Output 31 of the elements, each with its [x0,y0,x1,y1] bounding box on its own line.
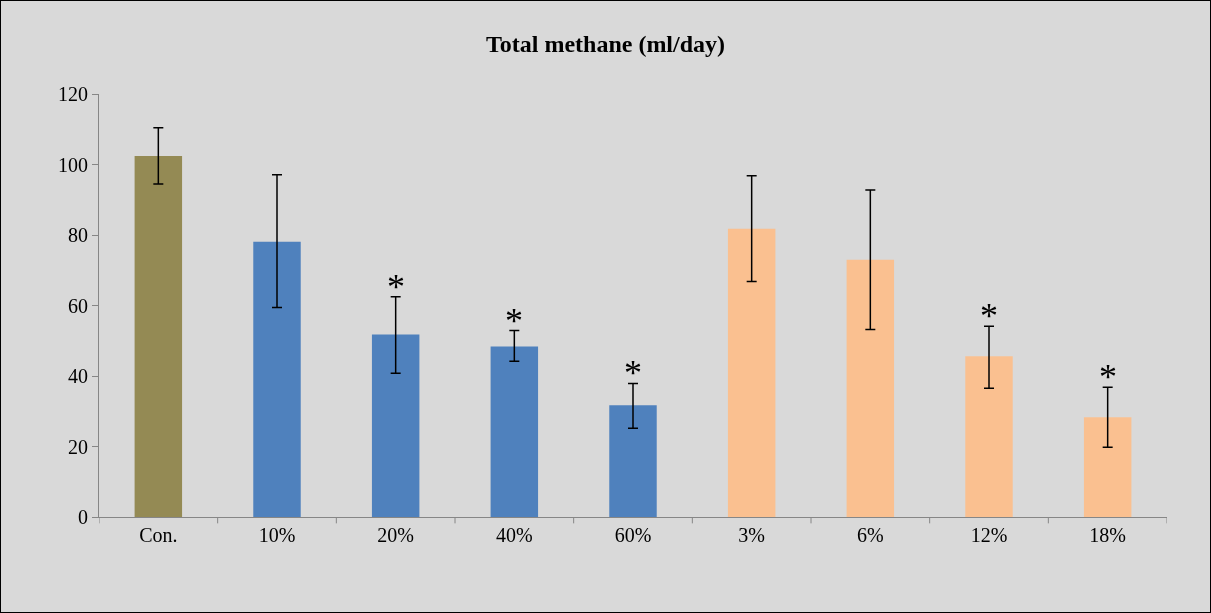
y-tick-label: 80 [68,224,88,246]
annotation: * [624,353,642,393]
annotation: * [1099,357,1117,397]
bar [490,346,539,517]
x-tick-label: 60% [614,524,652,546]
chart-title: Total methane (ml/day) [485,31,726,58]
y-tick-label: 60 [68,294,88,317]
y-tick-label: 120 [58,83,88,105]
annotation: * [980,296,998,336]
x-tick-label: 3% [738,524,766,546]
bar [609,405,657,517]
bar [371,334,420,517]
bar [1083,417,1132,517]
x-tick-label: Con. [139,524,178,546]
bar [134,156,183,517]
y-tick-label: 40 [68,365,88,387]
y-tick-label: 20 [68,435,88,458]
annotation: * [505,301,523,341]
bar [727,228,776,517]
x-tick-label: 12% [970,524,1008,546]
bar [846,259,895,517]
bar [965,356,1013,517]
x-tick-label: 10% [258,524,296,546]
x-tick-label: 6% [856,524,884,546]
x-tick-label: 20% [377,524,415,546]
y-tick-label: 100 [58,153,88,176]
annotation: * [387,267,405,307]
x-tick-label: 18% [1089,524,1127,546]
y-tick-label: 0 [78,506,88,528]
bar [253,241,301,517]
x-tick-label: 40% [495,524,533,546]
